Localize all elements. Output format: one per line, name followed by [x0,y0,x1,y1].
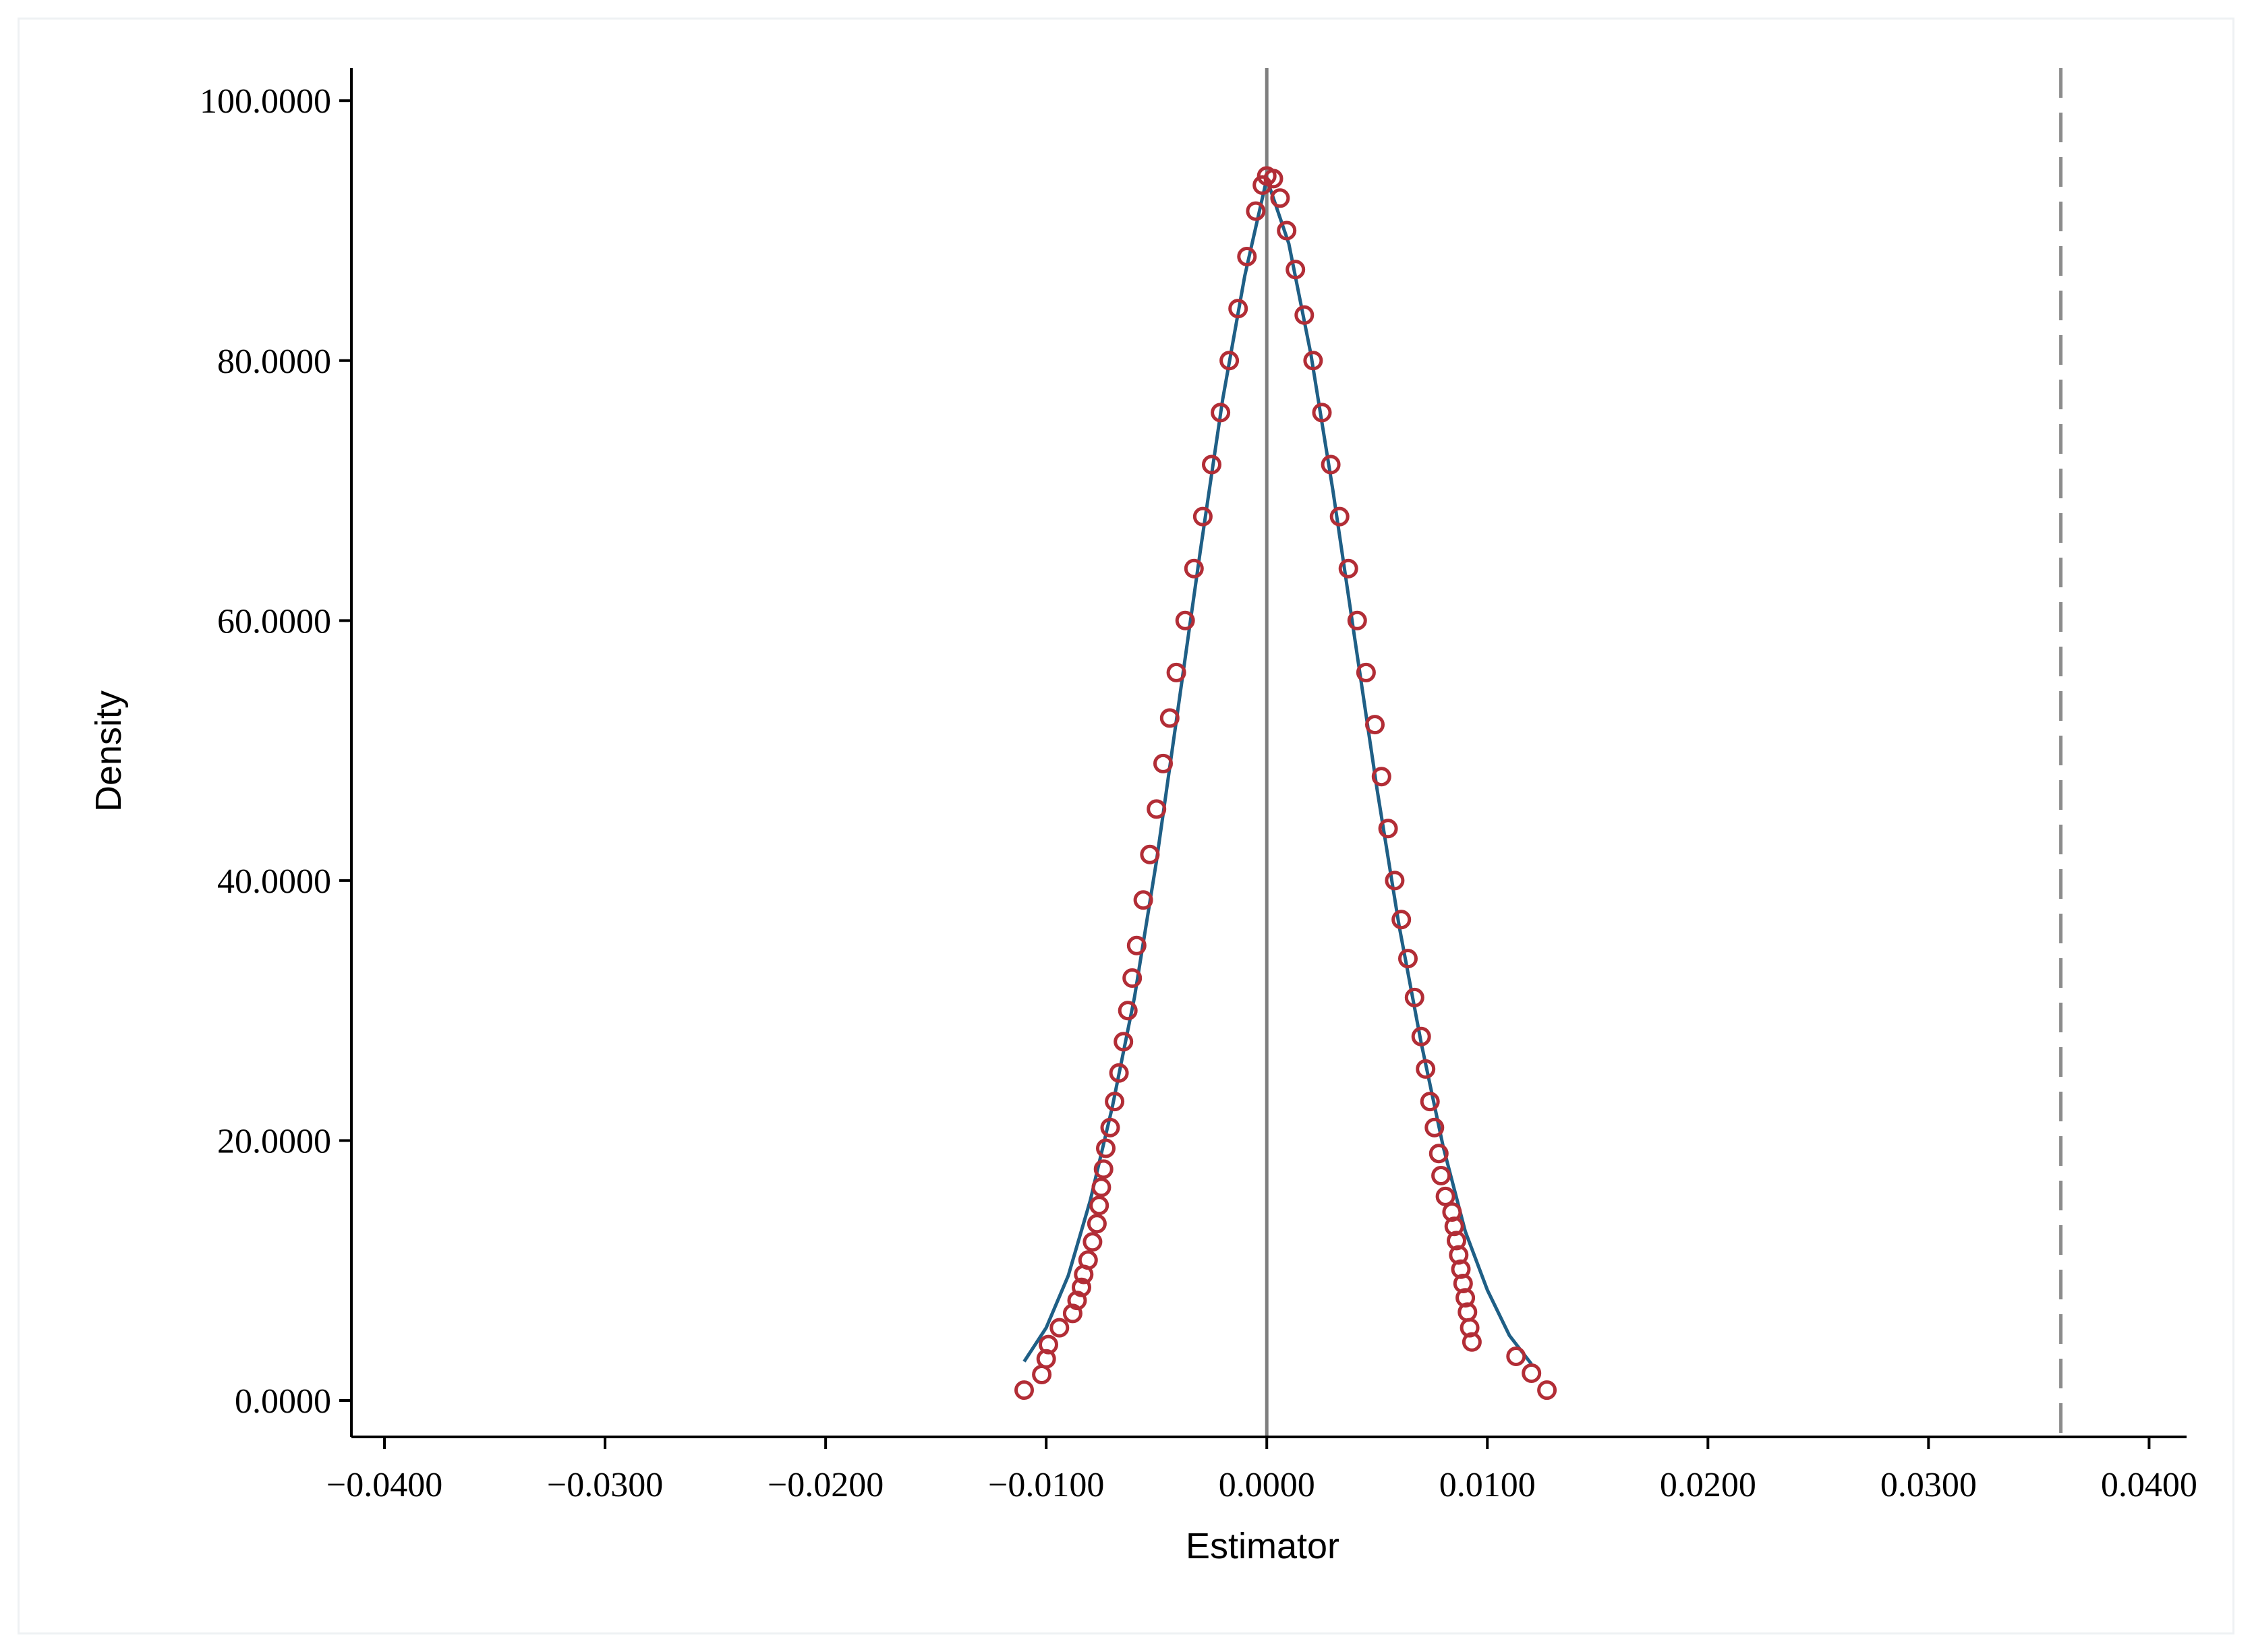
density-point [1365,715,1385,735]
density-point [1072,1277,1091,1297]
x-axis-label: Estimator [1186,1526,1339,1566]
density-point [1263,169,1283,189]
density-point [1347,610,1367,630]
x-tick-label: 0.0300 [1880,1466,1977,1504]
y-ticks: 0.0000 20.0000 40.0000 60.0000 80.0000 100.00… [200,82,351,1421]
density-point [1109,1063,1129,1083]
density-point [1147,799,1167,819]
density-point [1237,247,1257,266]
y-tick-label: 100.0000 [200,82,331,121]
density-point [1329,506,1350,527]
density-point [1378,819,1398,839]
axes [350,68,2187,1438]
density-point [1246,201,1266,221]
density-point [1100,1117,1120,1138]
density-point [1082,1232,1103,1252]
density-point [1039,1334,1058,1355]
density-point [1014,1380,1034,1400]
density-point [1078,1250,1098,1270]
x-tick-label: −0.0200 [768,1466,884,1504]
density-point [1431,1166,1451,1185]
density-point [1506,1347,1526,1366]
density-point [1159,708,1180,728]
density-point [1277,220,1297,241]
density-point [1126,935,1147,955]
density-point [1312,403,1332,423]
x-tick-label: −0.0300 [547,1466,663,1504]
density-point [1175,610,1195,630]
x-tick-label: 0.0200 [1660,1466,1756,1504]
density-point [1184,558,1204,579]
density-point [1356,662,1376,682]
reference-lines [1265,68,2063,1437]
y-axis-label: Density [88,690,129,812]
density-point [1087,1214,1107,1234]
density-point [1435,1186,1455,1206]
fitted-density-curve [1022,172,1533,1365]
density-point [1032,1365,1052,1384]
density-point [1192,506,1213,527]
density-point [1202,454,1221,475]
density-point [1385,871,1405,891]
density-point [1089,1196,1109,1216]
density-point [1537,1380,1557,1400]
density-point [1133,890,1153,910]
density-point [1228,299,1248,319]
density-point [1462,1332,1482,1352]
x-tick-label: 0.0100 [1439,1466,1536,1504]
density-point [1140,844,1160,864]
y-tick-label: 0.0000 [235,1382,331,1421]
density-point [1428,1144,1449,1164]
y-tick-label: 20.0000 [217,1122,331,1160]
density-point [1049,1318,1070,1338]
density-point [1118,1001,1138,1021]
density-point [1091,1177,1111,1198]
y-tick-label: 40.0000 [217,862,331,901]
density-point [1270,188,1290,208]
density-point [1338,558,1358,579]
chart-frame: 0.0000 20.0000 40.0000 60.0000 80.0000 100.00… [18,18,2234,1634]
x-tick-label: −0.0400 [326,1466,442,1504]
density-point [1096,1138,1116,1158]
density-point [1522,1363,1542,1383]
density-point [1321,454,1341,475]
y-tick-label: 60.0000 [217,602,331,641]
fitted-density-line [1022,172,1533,1365]
density-chart: 0.0000 20.0000 40.0000 60.0000 80.0000 100.00… [88,68,2197,1566]
y-tick-label: 80.0000 [217,343,331,381]
density-point [1424,1117,1445,1138]
density-point [1122,968,1143,988]
density-point [1371,767,1391,787]
density-point [1391,910,1412,930]
x-tick-label: 0.0000 [1219,1466,1315,1504]
density-point [1153,753,1173,773]
density-point [1093,1159,1114,1179]
density-point [1211,403,1231,423]
x-tick-label: 0.0400 [2101,1466,2197,1504]
density-point [1294,305,1315,325]
density-points [1014,166,1557,1400]
density-point [1114,1032,1134,1052]
density-point [1420,1092,1440,1112]
density-point [1404,987,1424,1007]
density-point [1286,260,1306,280]
x-tick-label: −0.0100 [988,1466,1104,1504]
density-point [1166,662,1186,682]
density-point [1416,1059,1436,1079]
density-point [1105,1092,1125,1112]
density-point [1398,949,1418,969]
density-point [1411,1026,1431,1046]
density-point [1219,351,1240,371]
density-point [1303,351,1323,371]
x-ticks: −0.0400 −0.0300 −0.0200 −0.0100 0.0000 0.0100… [326,1437,2197,1504]
